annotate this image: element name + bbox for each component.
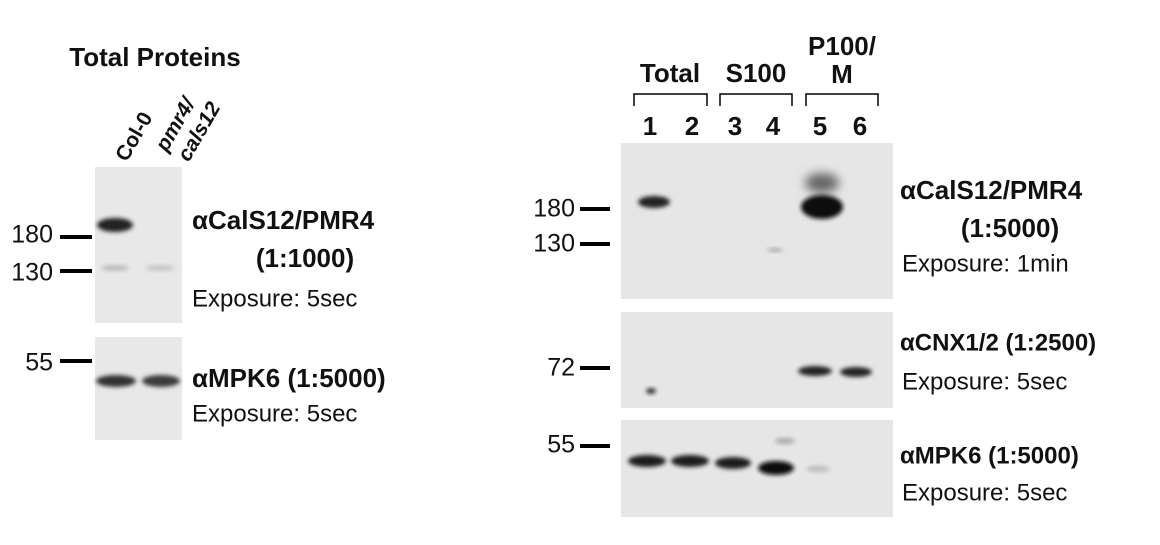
bracket — [633, 93, 879, 106]
antibody-label: αMPK6 (1:5000) — [900, 442, 1079, 469]
marker-label: 55 — [25, 349, 53, 377]
lane-number: 1 — [643, 111, 657, 141]
band — [758, 461, 794, 475]
band — [97, 218, 133, 232]
band — [775, 438, 795, 444]
lane-number: 2 — [685, 111, 699, 141]
marker-label: 130 — [533, 230, 575, 258]
band — [101, 265, 129, 271]
band — [671, 455, 709, 467]
lane-label: Col-0 — [111, 108, 157, 165]
band — [806, 466, 830, 472]
blot — [95, 167, 182, 323]
lane-number: 4 — [766, 111, 781, 141]
blot — [621, 312, 893, 408]
band — [646, 388, 656, 394]
antibody-label: (1:1000) — [256, 243, 354, 273]
band — [96, 375, 136, 387]
antibody-label: αMPK6 (1:5000) — [192, 363, 386, 393]
antibody-label: αCalS12/PMR4 — [192, 205, 375, 235]
antibody-label: (1:5000) — [961, 213, 1059, 243]
blot — [95, 337, 182, 440]
exposure-label: Exposure: 5sec — [902, 479, 1067, 506]
band — [638, 196, 670, 208]
exposure-label: Exposure: 5sec — [902, 368, 1067, 395]
band — [801, 195, 843, 219]
exposure-label: Exposure: 5sec — [192, 285, 357, 312]
exposure-label: Exposure: 1min — [902, 250, 1069, 277]
group-label: M — [831, 59, 853, 89]
exposure-label: Exposure: 5sec — [192, 400, 357, 427]
marker-label: 180 — [11, 221, 53, 249]
group-label: Total — [640, 58, 700, 88]
marker-label: 180 — [533, 195, 575, 223]
band — [767, 248, 783, 252]
marker-label: 130 — [11, 259, 53, 287]
band — [798, 366, 832, 376]
blot — [621, 420, 893, 517]
band — [715, 457, 751, 469]
band — [146, 265, 174, 271]
marker-label: 55 — [547, 431, 575, 459]
antibody-label: αCalS12/PMR4 — [900, 175, 1083, 205]
band — [840, 367, 872, 377]
blot — [621, 143, 893, 299]
band — [805, 173, 839, 193]
marker-label: 72 — [547, 354, 575, 382]
panel-title: Total Proteins — [69, 42, 240, 72]
group-label: P100/ — [808, 31, 876, 61]
band — [628, 455, 666, 467]
lane-number: 5 — [813, 111, 827, 141]
band — [142, 375, 180, 387]
lane-number: 6 — [853, 111, 867, 141]
antibody-label: αCNX1/2 (1:2500) — [900, 329, 1096, 356]
group-label: S100 — [726, 58, 787, 88]
lane-number: 3 — [728, 111, 742, 141]
